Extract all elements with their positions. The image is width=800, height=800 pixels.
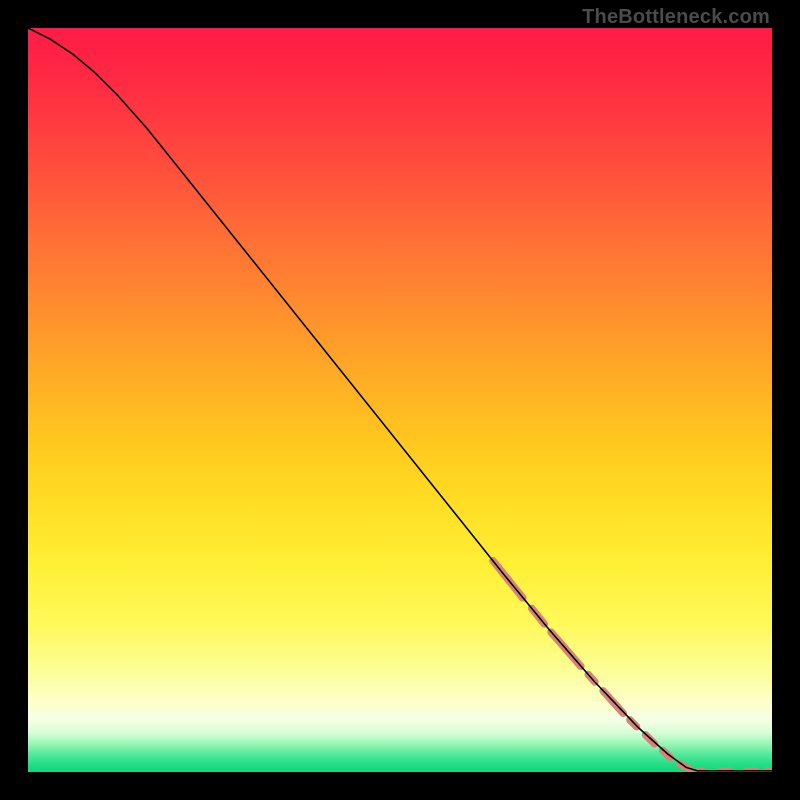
gradient-background [28,28,772,772]
chart-svg [28,28,772,772]
plot-area [28,28,772,772]
chart-frame: TheBottleneck.com [0,0,800,800]
watermark-label: TheBottleneck.com [582,6,770,29]
